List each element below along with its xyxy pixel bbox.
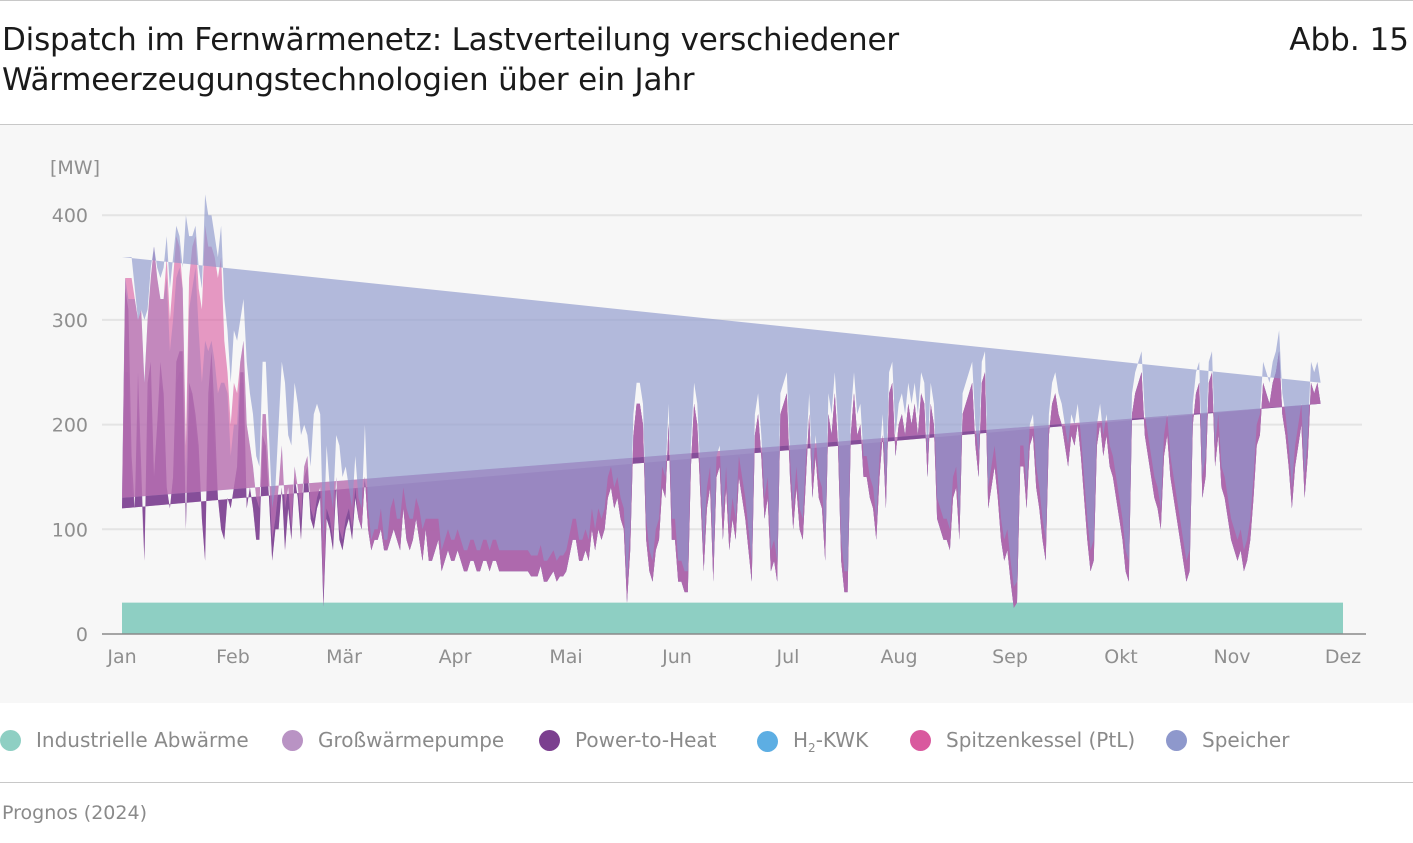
x-tick-labels: Jan Feb Mär Apr Mai Jun Jul Aug Sep Okt Nov Dez — [106, 646, 1361, 668]
x-tick-label: Apr — [439, 646, 472, 668]
figure-label: Abb. 15 — [1289, 22, 1409, 58]
legend-item-h2-kwk: H2-KWK — [757, 728, 868, 755]
area-industrielle-abw-rme — [122, 602, 1343, 634]
title-rule — [0, 124, 1413, 125]
legend-item-industrielle-abwaerme: Industrielle Abwärme — [0, 728, 249, 752]
legend-label: Industrielle Abwärme — [36, 728, 249, 752]
legend-label: Großwärmepumpe — [318, 728, 505, 752]
legend-item-power-to-heat: Power-to-Heat — [539, 728, 717, 752]
x-tick-label: Jun — [661, 646, 692, 668]
y-tick-label: 400 — [52, 205, 88, 227]
legend-item-grosswaermepumpe: Großwärmepumpe — [282, 728, 504, 752]
y-axis-unit: [MW] — [50, 157, 100, 179]
legend-swatch — [757, 731, 778, 752]
y-tick-label: 0 — [76, 624, 88, 646]
bottom-rule — [0, 782, 1413, 783]
x-tick-label: Aug — [880, 646, 917, 668]
x-tick-label: Nov — [1213, 646, 1250, 668]
legend-item-speicher: Speicher — [1166, 728, 1289, 752]
x-tick-label: Jan — [106, 646, 136, 668]
y-tick-label: 100 — [52, 519, 88, 541]
legend-swatch — [539, 729, 560, 751]
legend-swatch — [282, 729, 303, 751]
area-speicher — [122, 194, 1321, 587]
x-tick-label: Sep — [992, 646, 1028, 668]
legend-label: Power-to-Heat — [575, 728, 717, 752]
y-tick-label: 200 — [52, 415, 88, 437]
x-tick-label: Mär — [326, 646, 362, 668]
legend-swatch — [1166, 729, 1187, 751]
legend-label: H2-KWK — [793, 728, 869, 755]
x-tick-label: Okt — [1104, 646, 1137, 668]
legend: Industrielle Abwärme Großwärmepumpe Powe… — [0, 728, 1413, 760]
legend-label: Spitzenkessel (PtL) — [946, 728, 1136, 752]
chart-title: Dispatch im Fernwärmenetz: Lastverteilun… — [2, 22, 899, 98]
x-tick-label: Feb — [216, 646, 250, 668]
stacked-areas — [122, 194, 1343, 634]
legend-item-spitzenkessel: Spitzenkessel (PtL) — [910, 728, 1135, 752]
x-tick-label: Mai — [549, 646, 582, 668]
x-tick-label: Jul — [776, 646, 800, 668]
legend-swatch — [910, 729, 931, 751]
legend-swatch — [0, 729, 21, 751]
legend-label: Speicher — [1202, 728, 1290, 752]
y-tick-label: 300 — [52, 310, 88, 332]
y-tick-labels: 0 100 200 300 400 — [52, 205, 88, 646]
top-rule — [0, 0, 1413, 1]
source-note: Prognos (2024) — [2, 802, 147, 824]
x-tick-label: Dez — [1325, 646, 1361, 668]
